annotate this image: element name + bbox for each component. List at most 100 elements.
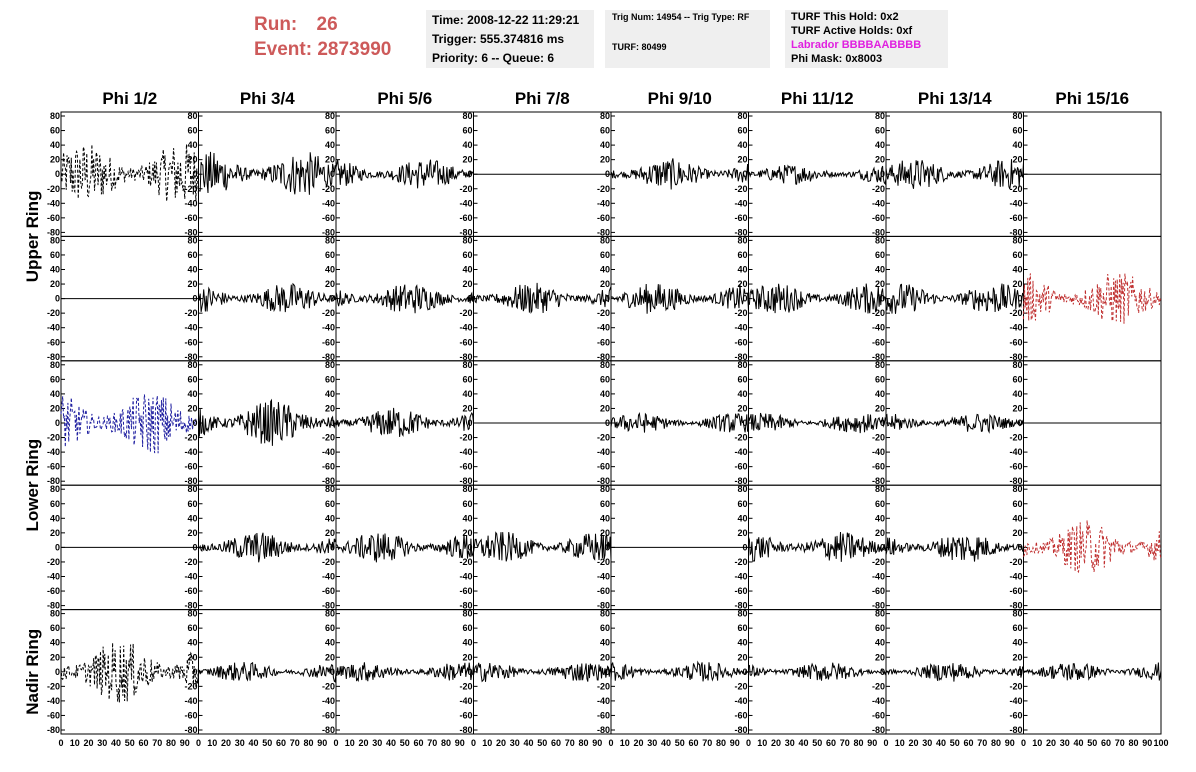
y-tick-label: -60 <box>597 586 610 596</box>
y-tick-label: 20 <box>1012 155 1022 165</box>
y-tick-label: -40 <box>322 323 335 333</box>
y-tick-label: 60 <box>325 499 335 509</box>
y-tick-label: 0 <box>467 294 472 304</box>
y-tick-label: -80 <box>322 476 335 486</box>
waveform-trace <box>885 413 1024 434</box>
y-tick-label: -60 <box>459 337 472 347</box>
y-tick-label: 20 <box>875 155 885 165</box>
y-tick-label: -80 <box>459 227 472 237</box>
y-tick-label: -40 <box>322 696 335 706</box>
x-tick-label: 10 <box>482 738 492 748</box>
y-tick-label: 0 <box>742 418 747 428</box>
x-tick-label: 0 <box>1021 738 1026 748</box>
x-tick-label: 40 <box>936 738 946 748</box>
y-tick-label: 60 <box>187 126 197 136</box>
y-tick-label: 20 <box>187 155 197 165</box>
y-tick-label: 40 <box>187 638 197 648</box>
row-label: Upper Ring <box>23 191 42 283</box>
column-header: Phi 13/14 <box>918 89 992 108</box>
y-tick-label: 40 <box>187 265 197 275</box>
y-tick-label: 0 <box>330 418 335 428</box>
x-tick-label: 0 <box>196 738 201 748</box>
y-tick-label: 60 <box>325 126 335 136</box>
x-tick-label: 90 <box>592 738 602 748</box>
y-tick-label: -60 <box>47 710 60 720</box>
y-tick-label: -60 <box>597 337 610 347</box>
waveform-trace <box>473 531 612 562</box>
waveform-trace <box>885 159 1024 190</box>
y-tick-label: -80 <box>597 476 610 486</box>
y-tick-label: 0 <box>605 667 610 677</box>
y-tick-label: 0 <box>1017 169 1022 179</box>
y-tick-label: -60 <box>734 462 747 472</box>
y-tick-label: 80 <box>600 111 610 121</box>
y-tick-label: -80 <box>322 601 335 611</box>
y-tick-label: 80 <box>50 609 60 619</box>
x-tick-label: 20 <box>496 738 506 748</box>
y-tick-label: 0 <box>880 418 885 428</box>
y-tick-label: -60 <box>322 710 335 720</box>
y-tick-label: 60 <box>600 623 610 633</box>
y-tick-label: -20 <box>1009 681 1022 691</box>
y-tick-label: 20 <box>1012 652 1022 662</box>
y-tick-label: 60 <box>187 623 197 633</box>
run-value: 26 <box>316 14 338 35</box>
y-tick-label: 60 <box>1012 374 1022 384</box>
y-tick-label: -80 <box>184 725 197 735</box>
x-tick-label: 60 <box>688 738 698 748</box>
y-tick-label: 20 <box>187 279 197 289</box>
y-tick-label: 80 <box>600 484 610 494</box>
y-tick-label: -60 <box>597 462 610 472</box>
y-tick-label: 80 <box>325 609 335 619</box>
y-tick-label: -60 <box>184 462 197 472</box>
y-tick-label: 0 <box>605 542 610 552</box>
x-tick-label: 80 <box>166 738 176 748</box>
y-tick-label: 80 <box>50 235 60 245</box>
y-tick-label: -80 <box>734 227 747 237</box>
y-tick-label: 0 <box>330 667 335 677</box>
y-tick-label: -40 <box>872 447 885 457</box>
x-tick-label: 20 <box>83 738 93 748</box>
y-tick-label: 80 <box>187 484 197 494</box>
y-tick-label: -60 <box>47 586 60 596</box>
x-tick-label: 20 <box>1046 738 1056 748</box>
y-tick-label: 0 <box>742 667 747 677</box>
x-tick-label: 90 <box>180 738 190 748</box>
x-tick-label: 80 <box>716 738 726 748</box>
y-tick-label: 20 <box>50 528 60 538</box>
y-tick-label: 0 <box>880 294 885 304</box>
y-tick-label: -40 <box>872 198 885 208</box>
y-tick-label: -40 <box>1009 198 1022 208</box>
y-tick-label: -80 <box>872 725 885 735</box>
y-tick-label: -60 <box>734 586 747 596</box>
y-tick-label: -20 <box>734 308 747 318</box>
y-tick-label: 0 <box>605 294 610 304</box>
y-tick-label: -40 <box>47 447 60 457</box>
y-tick-label: 80 <box>187 111 197 121</box>
x-tick-label: 20 <box>771 738 781 748</box>
turf-active-holds: TURF Active Holds: 0xf <box>791 25 913 37</box>
y-tick-label: 20 <box>737 279 747 289</box>
y-tick-label: -80 <box>47 601 60 611</box>
y-tick-label: 40 <box>737 638 747 648</box>
x-tick-label: 50 <box>1087 738 1097 748</box>
y-tick-label: 80 <box>737 235 747 245</box>
y-tick-label: 20 <box>875 652 885 662</box>
y-tick-label: 40 <box>737 265 747 275</box>
y-tick-label: -20 <box>872 681 885 691</box>
waveform-panel <box>335 235 474 362</box>
x-tick-label: 40 <box>1073 738 1083 748</box>
y-tick-label: -20 <box>322 557 335 567</box>
y-tick-label: -40 <box>322 447 335 457</box>
y-tick-label: 60 <box>1012 499 1022 509</box>
waveform-trace <box>60 394 199 454</box>
y-tick-label: -40 <box>1009 323 1022 333</box>
y-tick-label: 20 <box>50 155 60 165</box>
y-tick-label: 0 <box>330 169 335 179</box>
y-tick-label: 40 <box>50 638 60 648</box>
y-tick-label: 60 <box>1012 126 1022 136</box>
y-tick-label: -20 <box>47 681 60 691</box>
y-tick-label: -40 <box>1009 447 1022 457</box>
y-tick-label: 0 <box>192 418 197 428</box>
